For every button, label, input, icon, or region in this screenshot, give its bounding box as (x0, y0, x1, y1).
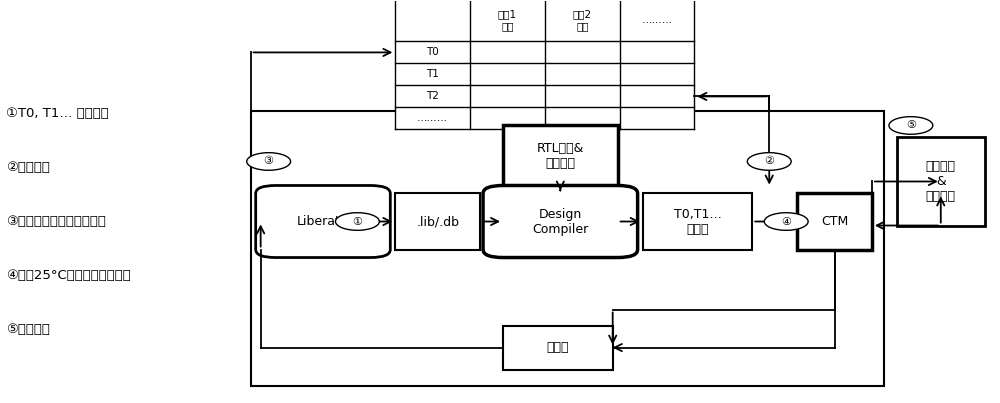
FancyBboxPatch shape (643, 193, 752, 249)
Text: 块温度: 块温度 (547, 341, 569, 354)
Text: RTL代码&
时序约束: RTL代码& 时序约束 (537, 143, 584, 170)
Text: 模块2
功耗: 模块2 功耗 (573, 10, 592, 31)
Text: T2: T2 (426, 91, 439, 102)
FancyBboxPatch shape (256, 185, 390, 258)
Text: Design
Compiler: Design Compiler (532, 208, 588, 235)
Text: .lib/.db: .lib/.db (416, 215, 459, 228)
Text: ③: ③ (264, 156, 274, 166)
Circle shape (764, 213, 808, 231)
Text: ①T0, T1… 单元表征: ①T0, T1… 单元表征 (6, 107, 109, 120)
Text: T0: T0 (426, 48, 439, 57)
Text: ③在表中对温度插值求功耗: ③在表中对温度插值求功耗 (6, 215, 106, 228)
Text: ⑤后续迭代: ⑤后续迭代 (6, 323, 50, 336)
Text: 模块1
功耗: 模块1 功耗 (498, 10, 517, 31)
Text: Liberate: Liberate (297, 215, 349, 228)
Text: T0,T1…
总功耗: T0,T1… 总功耗 (674, 208, 721, 235)
Circle shape (247, 153, 291, 170)
FancyBboxPatch shape (503, 125, 618, 187)
FancyBboxPatch shape (897, 137, 985, 226)
Text: CTM: CTM (821, 215, 848, 228)
Text: ①: ① (352, 216, 362, 226)
Text: ………: ……… (417, 114, 448, 123)
Text: ④输入25°C功耗及第一次迭代: ④输入25°C功耗及第一次迭代 (6, 269, 131, 282)
Text: ⑤: ⑤ (906, 120, 916, 131)
Text: 材料特性
&
布局规划: 材料特性 & 布局规划 (926, 160, 956, 203)
FancyBboxPatch shape (503, 326, 613, 370)
Bar (251, 112, 884, 386)
Text: ④: ④ (781, 216, 791, 226)
FancyBboxPatch shape (797, 193, 872, 249)
Text: ………: ……… (642, 15, 673, 25)
Bar (395, 0, 694, 129)
Text: ②: ② (764, 156, 774, 166)
Circle shape (747, 153, 791, 170)
Circle shape (335, 213, 379, 231)
FancyBboxPatch shape (395, 193, 480, 249)
Text: T1: T1 (426, 69, 439, 79)
Circle shape (889, 116, 933, 134)
FancyBboxPatch shape (483, 185, 638, 258)
Text: ②建立表格: ②建立表格 (6, 161, 50, 174)
